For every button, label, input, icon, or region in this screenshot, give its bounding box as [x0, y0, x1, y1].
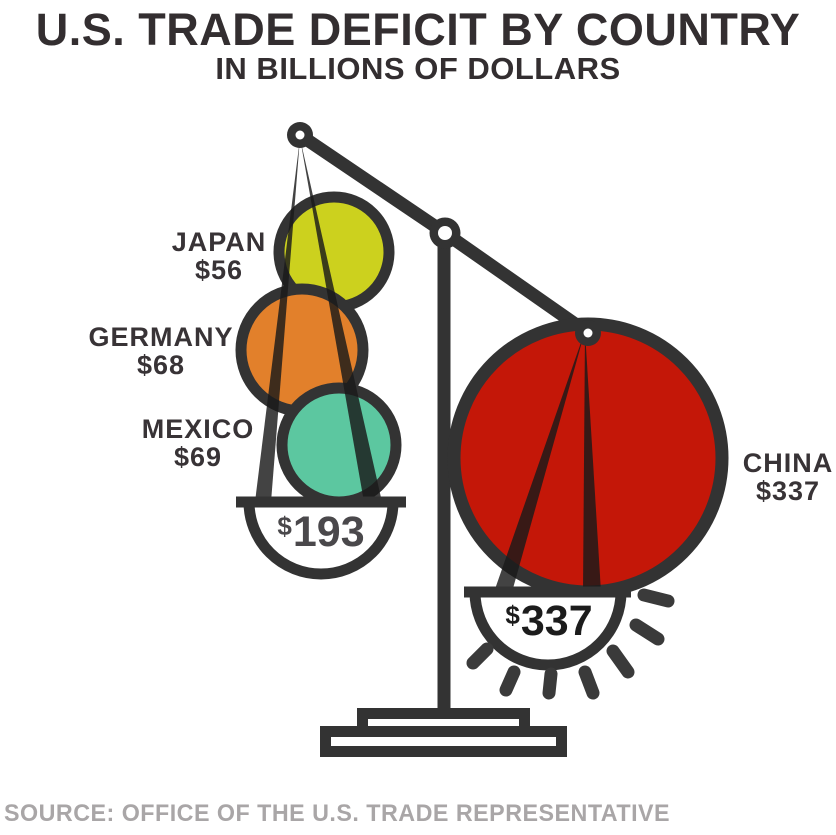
right-pan-string-right	[583, 331, 601, 592]
germany-name: GERMANY	[88, 322, 234, 352]
mexico-name: MEXICO	[141, 414, 255, 444]
ray-7	[637, 588, 675, 608]
china-amount: $337	[755, 476, 821, 506]
ray-4	[578, 665, 600, 700]
label-japan: JAPAN $56	[119, 229, 319, 284]
ray-1	[466, 642, 494, 670]
japan-name: JAPAN	[171, 227, 267, 257]
left-pan-bowl	[243, 496, 399, 580]
mexico-amount: $69	[173, 442, 223, 472]
scale-base-lower-tier	[320, 726, 567, 757]
right-pan-bowl	[469, 586, 627, 671]
right-pan-total: $337	[469, 600, 629, 643]
japan-amount: $56	[194, 255, 244, 285]
left-pan-amount: 193	[292, 508, 365, 556]
emphasis-rays	[466, 588, 675, 700]
germany-amount: $68	[136, 350, 186, 380]
left-pan-currency: $	[277, 511, 292, 541]
left-pan-string-left	[255, 138, 300, 502]
mexico-bubble	[276, 382, 402, 508]
right-pan-amount: 337	[520, 597, 593, 645]
label-china: CHINA $337	[692, 450, 836, 505]
ray-3	[542, 667, 558, 700]
chart-title: U.S. TRADE DEFICIT BY COUNTRY	[35, 4, 801, 55]
ray-6	[629, 618, 665, 646]
right-pan-currency: $	[505, 600, 520, 630]
label-germany: GERMANY $68	[61, 324, 261, 379]
left-pan-string-right	[300, 138, 382, 502]
label-mexico: MEXICO $69	[98, 416, 298, 471]
ray-2	[499, 665, 521, 697]
china-name: CHINA	[742, 448, 834, 478]
chart-subtitle: IN BILLIONS OF DOLLARS	[215, 51, 621, 86]
beam-right-joint-hole	[583, 328, 593, 338]
beam-left-joint-hole	[295, 130, 305, 140]
left-pan-total: $193	[241, 511, 401, 554]
ray-5	[606, 644, 635, 679]
beam-center-pivot-hole	[438, 226, 452, 240]
source-credit: SOURCE: OFFICE OF THE U.S. TRADE REPRESE…	[4, 800, 671, 827]
right-pan-string-left	[494, 331, 585, 592]
